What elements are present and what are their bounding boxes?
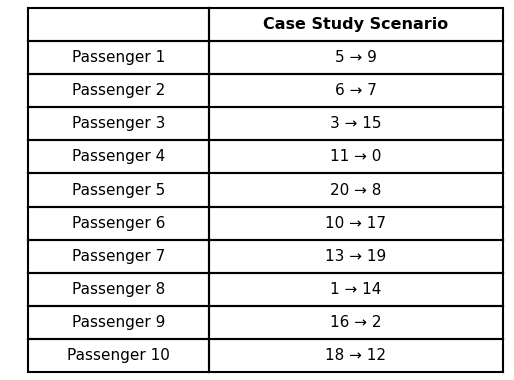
Text: Passenger 3: Passenger 3 [72,116,165,131]
Text: 20 → 8: 20 → 8 [330,182,381,198]
Text: 13 → 19: 13 → 19 [325,249,386,264]
Text: Passenger 1: Passenger 1 [72,51,165,65]
Text: Passenger 4: Passenger 4 [72,149,165,165]
Text: 1 → 14: 1 → 14 [330,282,381,296]
Text: 10 → 17: 10 → 17 [325,215,386,231]
Text: Passenger 2: Passenger 2 [72,84,165,98]
Text: 11 → 0: 11 → 0 [330,149,381,165]
Text: Case Study Scenario: Case Study Scenario [263,17,448,32]
Text: Passenger 9: Passenger 9 [72,315,165,329]
Text: Passenger 8: Passenger 8 [72,282,165,296]
Text: 3 → 15: 3 → 15 [330,116,381,131]
Text: 18 → 12: 18 → 12 [325,348,386,363]
Text: 16 → 2: 16 → 2 [330,315,381,329]
Text: Passenger 7: Passenger 7 [72,249,165,264]
Text: Passenger 10: Passenger 10 [67,348,170,363]
Text: Passenger 6: Passenger 6 [72,215,165,231]
Text: 6 → 7: 6 → 7 [335,84,377,98]
Text: Passenger 5: Passenger 5 [72,182,165,198]
Text: 5 → 9: 5 → 9 [335,51,377,65]
